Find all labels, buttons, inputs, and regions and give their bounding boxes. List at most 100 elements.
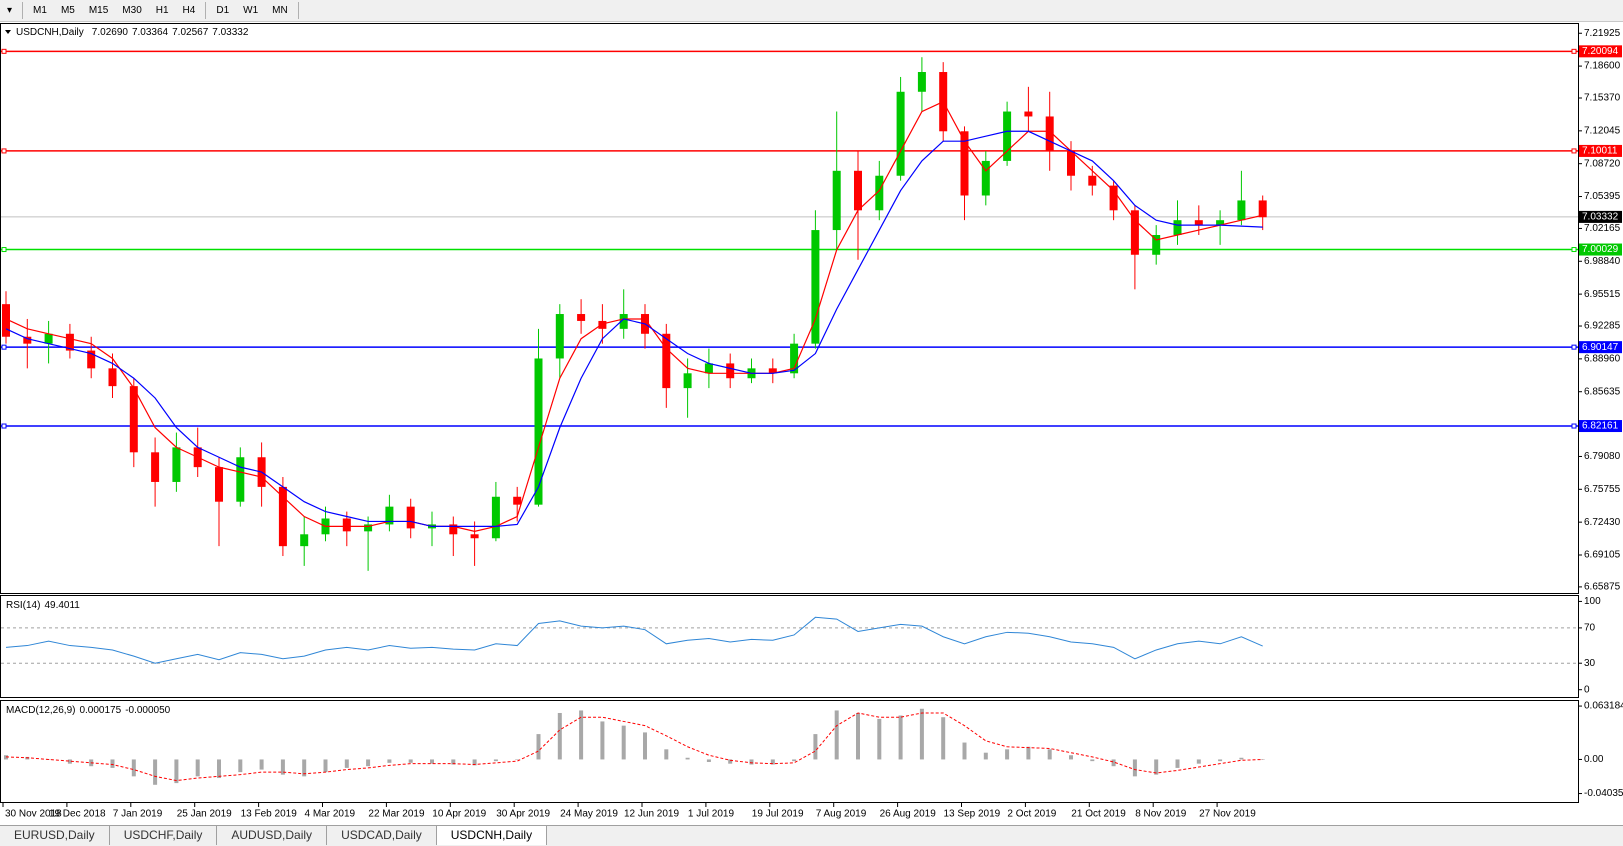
candle-body [491, 496, 500, 539]
dropdown[interactable]: ▾ [7, 5, 13, 16]
candle-body [470, 534, 479, 539]
macd-bar [1047, 749, 1052, 760]
candle-body [768, 368, 777, 374]
y-tick-label: 6.72430 [1584, 517, 1621, 528]
macd-bar [749, 759, 754, 765]
chart-tabs: EURUSD,Daily USDCHF,Daily AUDUSD,Daily USDC… [0, 825, 1623, 846]
x-tick-label: 22 Mar 2019 [368, 809, 425, 820]
x-tick-label: 10 Apr 2019 [432, 809, 486, 820]
macd-bar [1005, 749, 1010, 760]
rsi-line [5, 616, 1263, 664]
macd-bar [834, 710, 839, 760]
y-tick-label: 7.08720 [1584, 158, 1621, 169]
header-part: RSI(14) [6, 600, 40, 611]
x-tick-label: 1 Jul 2019 [688, 809, 735, 820]
x-tick-label: 27 Nov 2019 [1199, 809, 1256, 820]
x-tick-label: 19 Jul 2019 [752, 809, 804, 820]
x-tick-label: 19 Dec 2018 [49, 809, 106, 820]
candle-body [108, 368, 117, 387]
timeframe-button[interactable]: W1 [243, 5, 259, 16]
candle-body [555, 314, 564, 359]
y-tick-label: 100 [1584, 596, 1601, 607]
macd-bar [366, 759, 371, 767]
level-box [1579, 420, 1622, 433]
macd-bar [621, 725, 626, 760]
timeframe-button[interactable]: M15 [88, 5, 109, 16]
y-tick-label: 7.02165 [1584, 223, 1621, 234]
macd-bar [600, 721, 605, 760]
macd-bar [685, 757, 690, 760]
candle-body [726, 363, 735, 379]
candle-body [875, 175, 884, 211]
y-tick-label: 7.12045 [1584, 125, 1621, 136]
y-tick-label: 30 [1584, 658, 1596, 669]
macd-bar [302, 759, 307, 777]
y-tick-label: 70 [1584, 623, 1596, 634]
chart-tab[interactable]: USDCHF,Daily [110, 826, 218, 845]
macd-bar [792, 759, 797, 762]
candle-body [790, 343, 799, 374]
macd-bar [983, 752, 988, 760]
macd-bar [493, 759, 498, 762]
macd-bar [856, 712, 860, 760]
macd-bar [174, 759, 179, 784]
timeframe-button[interactable]: MN [272, 5, 288, 16]
y-tick-label: 6.98840 [1584, 256, 1621, 267]
macd-bar [579, 710, 584, 760]
timeframe-button[interactable]: H4 [182, 5, 196, 16]
chart-tab[interactable]: USDCAD,Daily [327, 826, 437, 845]
candle-body [854, 170, 862, 211]
y-tick-label: 7.05395 [1584, 191, 1621, 202]
candle-body [87, 350, 96, 369]
panel-frame [0, 700, 1579, 803]
moving-average [5, 130, 1263, 527]
candle-body [619, 314, 628, 329]
macd-bar [536, 734, 541, 760]
y-tick-label: 6.88960 [1584, 354, 1621, 365]
level-box [1579, 144, 1622, 157]
rsi-header: RSI(14) 49.4011 [6, 600, 80, 611]
candle-body [300, 534, 309, 547]
macd-bar [408, 759, 413, 763]
chart-tab[interactable]: AUDUSD,Daily [217, 826, 328, 845]
macd-bar [1069, 755, 1073, 760]
candle-body [1003, 111, 1012, 161]
macd-bar [941, 717, 946, 760]
timeframe-button[interactable]: H1 [155, 5, 169, 16]
x-tick-label: 30 Nov 2018 [5, 809, 62, 820]
candle-body [1109, 185, 1118, 211]
y-tick-label: 6.69105 [1584, 550, 1621, 561]
chart: 7.21925 7.18600 7.15370 7.12045 7.08720 7.053… [0, 23, 1623, 820]
chart-tab[interactable]: USDCNH,Daily [436, 826, 548, 845]
candle-body [917, 72, 926, 92]
candle-body [364, 524, 373, 532]
timeframe-button[interactable]: D1 [216, 5, 230, 16]
candle-body [1024, 111, 1033, 117]
header-part: 7.03332 [212, 27, 249, 38]
candle-body [342, 518, 351, 532]
macd-bar [387, 759, 392, 763]
macd-bar [1154, 759, 1159, 775]
y-tick-label: 0.063184 [1584, 701, 1623, 712]
y-tick-label: 7.21925 [1584, 28, 1621, 39]
candle-body [1216, 220, 1225, 226]
timeframe-button[interactable]: M1 [33, 5, 47, 16]
candle-body [65, 333, 74, 351]
candle-body [598, 320, 607, 329]
macd-header: MACD(12,26,9) 0.000175 -0.000050 [6, 705, 171, 716]
macd-bar [962, 742, 967, 760]
candle-body [896, 91, 905, 176]
candle-body [406, 506, 415, 529]
timeframe-button[interactable]: M30 [122, 5, 142, 16]
timeframe-button[interactable]: M5 [60, 5, 75, 16]
candle-body [577, 314, 586, 321]
chart-tab[interactable]: EURUSD,Daily [0, 826, 110, 845]
y-tick-label: 6.85635 [1584, 386, 1621, 397]
separator [205, 2, 207, 19]
y-tick-label: -0.040359 [1584, 788, 1623, 799]
macd-bar [259, 759, 264, 770]
level-handle [1571, 48, 1577, 54]
candle-body [2, 304, 10, 337]
macd-bar [217, 759, 221, 779]
